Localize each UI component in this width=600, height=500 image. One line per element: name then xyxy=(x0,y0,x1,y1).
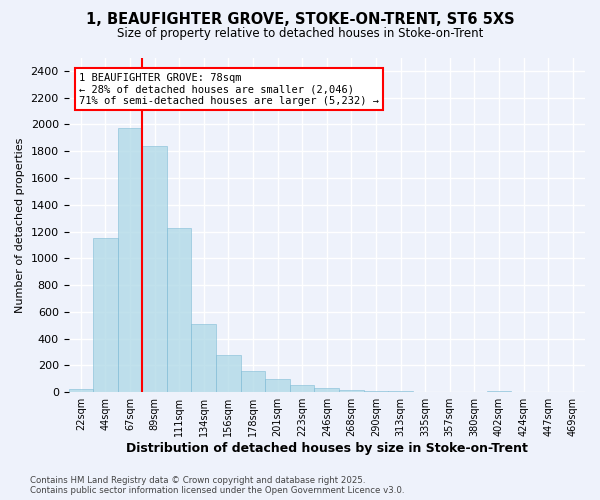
Text: 1 BEAUFIGHTER GROVE: 78sqm
← 28% of detached houses are smaller (2,046)
71% of s: 1 BEAUFIGHTER GROVE: 78sqm ← 28% of deta… xyxy=(79,72,379,106)
Bar xyxy=(68,389,93,392)
Text: 1, BEAUFIGHTER GROVE, STOKE-ON-TRENT, ST6 5XS: 1, BEAUFIGHTER GROVE, STOKE-ON-TRENT, ST… xyxy=(86,12,514,28)
Bar xyxy=(241,372,265,392)
Bar xyxy=(93,238,118,392)
Bar xyxy=(167,228,191,392)
Bar xyxy=(142,146,167,392)
Y-axis label: Number of detached properties: Number of detached properties xyxy=(15,137,25,312)
Bar xyxy=(118,128,142,392)
Bar xyxy=(216,356,241,392)
Bar xyxy=(265,379,290,392)
Bar xyxy=(314,388,339,392)
Bar xyxy=(364,391,388,392)
Text: Contains HM Land Registry data © Crown copyright and database right 2025.
Contai: Contains HM Land Registry data © Crown c… xyxy=(30,476,404,495)
X-axis label: Distribution of detached houses by size in Stoke-on-Trent: Distribution of detached houses by size … xyxy=(126,442,528,455)
Bar xyxy=(487,391,511,392)
Bar xyxy=(339,390,364,392)
Bar xyxy=(191,324,216,392)
Text: Size of property relative to detached houses in Stoke-on-Trent: Size of property relative to detached ho… xyxy=(117,28,483,40)
Bar xyxy=(290,385,314,392)
Bar xyxy=(388,391,413,392)
